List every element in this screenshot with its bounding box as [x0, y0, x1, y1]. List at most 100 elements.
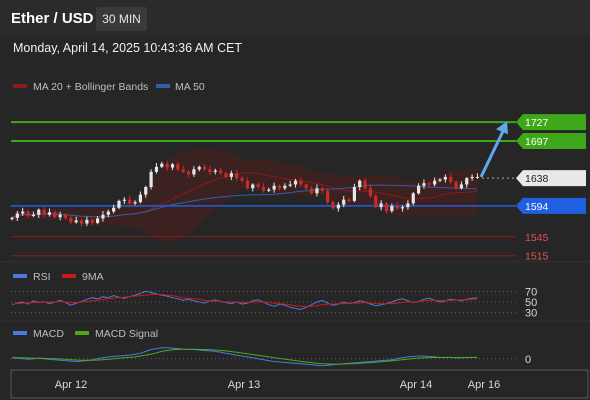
rsi-legend-swatch — [13, 274, 27, 278]
price-level-label: 1727 — [525, 117, 549, 129]
candle-body — [331, 202, 335, 209]
candle-body — [310, 188, 314, 194]
price-levels — [11, 121, 516, 257]
series-line — [11, 290, 478, 311]
bollinger-band-fill — [12, 148, 478, 242]
x-tick-label: Apr 14 — [400, 379, 432, 391]
candle-body — [459, 184, 463, 189]
candle-body — [267, 189, 271, 191]
price-level-label: 1594 — [525, 201, 549, 213]
ma50-line — [11, 184, 478, 219]
x-tick-label: Apr 12 — [55, 379, 87, 391]
ma50-path — [11, 184, 478, 219]
candle-body — [251, 184, 255, 189]
candle-body — [475, 176, 480, 178]
candle-body — [144, 187, 148, 195]
candle-body — [112, 207, 116, 212]
candle-body — [138, 194, 142, 203]
y-tick-label: 50 — [525, 297, 537, 309]
price-level-label: 1545 — [525, 232, 549, 244]
candle-body — [90, 219, 94, 223]
candle-body — [47, 212, 52, 215]
candle-body — [128, 199, 132, 204]
price-level-label: 1697 — [525, 136, 549, 148]
candle-body — [181, 169, 185, 172]
candle-body — [21, 211, 25, 214]
macd-legend-swatch — [13, 331, 27, 335]
candle-body — [288, 184, 292, 186]
candle-body — [213, 170, 217, 172]
candle-body — [277, 185, 282, 189]
candle-body — [438, 179, 442, 181]
candle-body — [69, 217, 73, 223]
candle-body — [320, 188, 324, 191]
candle-body — [256, 184, 260, 188]
projection-line — [479, 130, 505, 178]
candlesticks — [10, 160, 480, 227]
price-level-tag — [516, 170, 586, 187]
candle-body — [406, 203, 410, 208]
candle-body — [368, 188, 373, 196]
candle-body — [133, 202, 137, 204]
candle-body — [304, 184, 308, 189]
candle-body — [261, 187, 266, 191]
ma20-legend-label: MA 20 + Bollinger Bands — [33, 81, 148, 93]
candle-body — [186, 171, 191, 175]
candle-body — [443, 176, 447, 180]
candle-body — [219, 170, 223, 174]
rsi-ma-legend-label: 9MA — [82, 271, 104, 283]
candle-body — [208, 169, 212, 172]
price-level-label: 1515 — [525, 251, 549, 263]
chart-header: Ether / USD 30 MIN — [0, 0, 590, 36]
candle-body — [374, 195, 378, 208]
price-level-tag — [516, 197, 586, 214]
candle-body — [470, 176, 474, 179]
candle-body — [149, 171, 153, 188]
candle-body — [229, 173, 233, 177]
time-axis-frame — [10, 369, 589, 399]
projection-arrow — [479, 121, 508, 178]
candle-body — [15, 213, 19, 218]
candle-body — [417, 185, 421, 194]
x-tick-label: Apr 13 — [228, 379, 260, 391]
candle-body — [106, 211, 110, 215]
candle-body — [101, 214, 105, 219]
timeframe-button[interactable]: 30 MIN — [96, 7, 147, 31]
candle-body — [154, 166, 159, 172]
candle-body — [400, 207, 405, 209]
candle-body — [245, 180, 249, 189]
candle-body — [363, 180, 367, 189]
candle-body — [411, 193, 415, 204]
candle-body — [192, 169, 196, 175]
candle-body — [96, 218, 100, 223]
macd-legend: MACD MACD Signal — [13, 328, 158, 340]
candle-body — [224, 173, 228, 177]
price-level-label: 1638 — [525, 173, 549, 185]
candle-body — [299, 180, 303, 185]
candle-body — [31, 214, 35, 216]
price-legend: MA 20 + Bollinger Bands MA 50 — [13, 81, 205, 93]
series-line — [11, 348, 478, 365]
candle-body — [315, 188, 319, 194]
candle-body — [454, 181, 458, 189]
timestamp: Monday, April 14, 2025 10:43:36 AM CET — [13, 41, 243, 55]
candle-body — [449, 176, 453, 182]
candle-body — [37, 209, 41, 215]
candle-body — [203, 166, 207, 170]
candle-body — [42, 209, 46, 215]
price-level-tags: 1727 1697 1638 1594 1545 1515 — [516, 114, 586, 263]
candle-body — [197, 166, 201, 170]
y-tick-label: 30 — [525, 308, 537, 320]
candle-body — [433, 180, 437, 185]
candle-body — [390, 205, 394, 211]
candle-body — [283, 185, 287, 189]
candle-body — [176, 164, 180, 170]
candle-body — [384, 203, 389, 211]
candle-body — [85, 219, 89, 224]
candle-body — [58, 214, 62, 218]
x-tick-label: Apr 16 — [468, 379, 500, 391]
candle-body — [26, 211, 30, 216]
rsi-legend: RSI 9MA — [13, 271, 104, 283]
